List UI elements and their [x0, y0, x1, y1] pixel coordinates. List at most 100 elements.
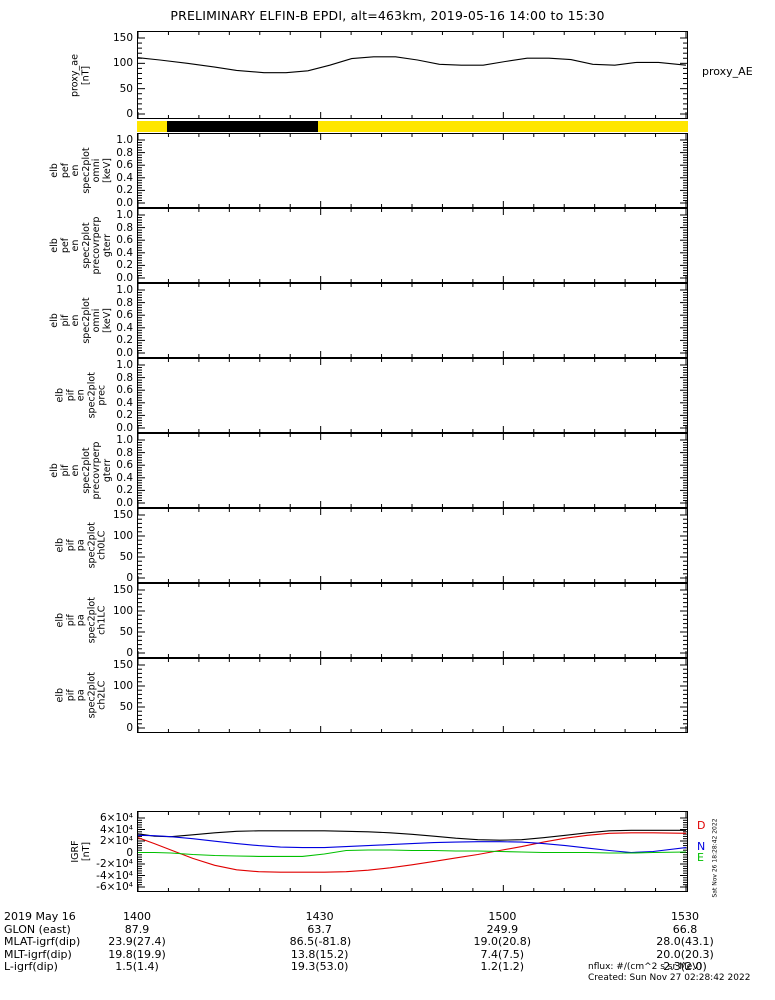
y-tick-label: 1.0 — [116, 433, 133, 446]
y-axis-label-line: pa — [74, 539, 86, 552]
x-annotation-value: 2.3(2.0) — [663, 960, 707, 974]
y-axis-label-elb-pif-pa-spec2plot-ch2lc: elb pif pa spec2plot ch2LC — [54, 658, 108, 733]
y-tick-label: 1.0 — [116, 283, 133, 296]
x-annotation-row-label: MLT-igrf(dip) — [4, 947, 72, 961]
figure-footer: nflux: #/(cm^2 s sr MeV) Created: Sun No… — [588, 962, 750, 983]
y-tick-label: -2×10⁴ — [96, 857, 133, 870]
y-tick-label: 0.8 — [116, 146, 133, 159]
status-bar-panel — [137, 121, 688, 132]
y-tick-label: 50 — [119, 82, 133, 95]
y-tick-label: 0 — [126, 571, 133, 584]
y-tick-label: 1.0 — [116, 208, 133, 221]
trace-D — [138, 832, 687, 873]
y-tick-labels-proxy-ae: 0 50 100 150 — [87, 31, 133, 119]
y-tick-label: -6×10⁴ — [96, 880, 133, 893]
x-annotation-value: 19.3(53.0) — [290, 960, 349, 974]
y-tick-labels-elb-pif-en-spec2plot-prec: 0.0 0.2 0.4 0.6 0.8 1.0 — [87, 358, 133, 433]
y-axis-label-line: pif — [64, 539, 76, 552]
y-tick-labels-elb-pif-en-spec2plot-omni: 0.0 0.2 0.4 0.6 0.8 1.0 — [87, 283, 133, 358]
y-tick-labels-elb-pef-en-spec2plot-precovrperp-gterr: 0.0 0.2 0.4 0.6 0.8 1.0 — [87, 208, 133, 283]
y-axis-label-elb-pef-en-spec2plot-omni: elb pef en spec2plot omni [keV] — [49, 133, 113, 208]
y-axis-label-line: spec2plot — [80, 447, 91, 494]
igrf-timestamp-stamp: Sat Nov 26 18:28:42 2022 — [711, 818, 719, 898]
status-bar-flag-segment — [167, 121, 318, 132]
y-tick-label: 0.0 — [116, 496, 133, 509]
y-tick-label: -4×10⁴ — [96, 869, 133, 882]
y-tick-label: 0.8 — [116, 371, 133, 384]
y-axis-label-line: pif — [64, 689, 76, 702]
x-annotation-value: 1430 — [305, 910, 334, 923]
panel-elb-pif-en-spec2plot-precovrperp-gterr[interactable] — [137, 433, 688, 508]
panel-ticks-elb-pif-pa-spec2plot-ch1lc — [138, 584, 687, 657]
y-axis-label-line: gterr — [101, 458, 112, 483]
y-tick-label: 0.4 — [116, 471, 133, 484]
x-annotation-value: 249.9 — [486, 922, 519, 936]
x-annotation-value: 20.0(20.3) — [656, 947, 714, 961]
y-tick-label: 4×10⁴ — [99, 823, 133, 836]
y-axis-label-line: [keV] — [101, 308, 112, 333]
x-annotation-row: GLON (east) 87.9 63.7 249.9 66.8 — [0, 922, 775, 937]
y-tick-label: 50 — [119, 550, 133, 563]
panel-ticks-elb-pif-pa-spec2plot-ch2lc — [138, 659, 687, 732]
panel-elb-pef-en-spec2plot-omni[interactable] — [137, 133, 688, 208]
y-tick-label: 6×10⁴ — [99, 811, 133, 824]
proxy-ae-trace-label: proxy_AE — [702, 65, 753, 78]
y-tick-label: 0.0 — [116, 196, 133, 209]
x-annotation-value: 1500 — [488, 910, 517, 923]
y-tick-label: 0.0 — [116, 421, 133, 434]
y-axis-label-line: IGRF — [69, 840, 81, 863]
y-axis-label-line: elb — [48, 463, 60, 478]
panel-igrf[interactable] — [137, 811, 688, 892]
y-tick-label: 0.6 — [116, 308, 133, 321]
y-axis-label-line: spec2plot — [85, 372, 97, 419]
y-axis-label-line: pa — [74, 689, 86, 702]
y-axis-label-igrf: IGRF [nT] — [69, 811, 92, 892]
x-annotation-value: 19.8(19.9) — [108, 947, 166, 961]
panel-elb-pif-pa-spec2plot-ch2lc[interactable] — [137, 658, 688, 733]
y-tick-label: 0.4 — [116, 246, 133, 259]
y-tick-label: 0.2 — [116, 409, 133, 422]
y-tick-label: 150 — [112, 31, 133, 44]
y-axis-label-line: en — [69, 164, 81, 177]
trace-proxy_AE — [138, 56, 687, 74]
panel-elb-pif-pa-spec2plot-ch1lc[interactable] — [137, 583, 688, 658]
y-tick-label: 0.8 — [116, 221, 133, 234]
panel-ticks-elb-pif-en-spec2plot-precovrperp-gterr — [138, 434, 687, 507]
panel-elb-pif-en-spec2plot-prec[interactable] — [137, 358, 688, 433]
y-tick-label: 0.6 — [116, 383, 133, 396]
y-axis-label-line: ch0LC — [95, 530, 107, 561]
x-annotation-value: 63.7 — [307, 922, 332, 936]
y-axis-label-line: omni — [90, 158, 102, 183]
y-tick-label: 0 — [126, 721, 133, 734]
y-tick-label: 100 — [112, 679, 133, 692]
y-axis-label-elb-pif-en-spec2plot-precovrperp-gterr: elb pif en spec2plot precovrperp gterr — [48, 433, 113, 508]
x-axis-annotation-block: 2019 May 16 1400 1430 1500 1530 GLON (east) 87… — [0, 910, 775, 974]
panel-ticks-igrf — [138, 812, 687, 891]
x-annotation-row-label: MLAT-igrf(dip) — [4, 935, 81, 949]
y-axis-label-line: spec2plot — [85, 672, 97, 719]
panel-proxy-ae[interactable] — [137, 31, 688, 119]
y-axis-label-line: elb — [53, 613, 65, 628]
y-tick-label: 0.6 — [116, 458, 133, 471]
panel-elb-pif-en-spec2plot-omni[interactable] — [137, 283, 688, 358]
figure-title: PRELIMINARY ELFIN-B EPDI, alt=463km, 201… — [170, 8, 605, 23]
panel-ticks-elb-pif-en-spec2plot-omni — [138, 284, 687, 357]
y-axis-label-line: en — [69, 314, 81, 327]
y-tick-label: 0.6 — [116, 233, 133, 246]
y-axis-label-line: spec2plot — [85, 597, 97, 644]
y-axis-label-elb-pef-en-spec2plot-precovrperp-gterr: elb pef en spec2plot precovrperp gterr — [48, 208, 113, 283]
y-tick-label: 0.0 — [116, 271, 133, 284]
y-axis-label-line: gterr — [101, 233, 112, 258]
y-tick-label: 0.8 — [116, 296, 133, 309]
y-axis-label-line: ch2LC — [95, 680, 107, 711]
y-axis-label-line: en — [69, 239, 81, 252]
x-annotation-value: 86.5(-81.8) — [289, 935, 352, 949]
y-axis-label-line: elb — [48, 238, 60, 253]
x-annotation-value: 7.4(7.5) — [480, 947, 525, 961]
y-tick-label: 0.6 — [116, 158, 133, 171]
panel-elb-pef-en-spec2plot-precovrperp-gterr[interactable] — [137, 208, 688, 283]
y-tick-label: 150 — [112, 508, 133, 521]
x-annotation-value: 1.2(1.2) — [480, 960, 525, 974]
panel-elb-pif-pa-spec2plot-ch0lc[interactable] — [137, 508, 688, 583]
trace-N — [138, 834, 687, 854]
